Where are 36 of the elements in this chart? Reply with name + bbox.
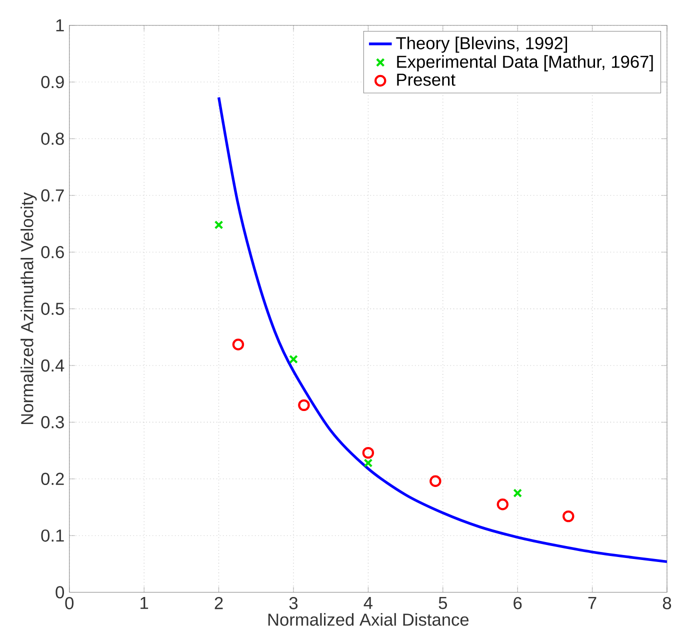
point	[364, 458, 373, 468]
y-tick-label: 0.4	[41, 359, 64, 372]
y-axis-title: Normalized Azimuthal Velocity	[20, 192, 37, 424]
point	[430, 475, 442, 488]
point	[289, 354, 298, 364]
point	[496, 498, 509, 510]
legend-label: Present	[397, 74, 456, 86]
y-tick-label: 1	[56, 19, 64, 32]
legend-label: Experimental Data [Mathur, 1967]	[397, 55, 653, 72]
y-tick-label: 0.9	[41, 76, 64, 88]
y-tick-label: 0.8	[41, 132, 64, 145]
x-tick-label: 4	[364, 597, 373, 609]
point	[298, 399, 310, 412]
y-tick-label: 0.2	[41, 472, 64, 486]
point	[232, 338, 244, 350]
x-tick-label: 5	[438, 597, 447, 610]
x-tick-label: 7	[588, 597, 596, 609]
point	[513, 488, 522, 498]
point	[562, 510, 574, 522]
y-tick-label: 0.1	[41, 529, 64, 542]
line-series	[217, 96, 667, 564]
y-tick-label: 0	[56, 586, 64, 598]
y-tick-label: 0.6	[41, 246, 64, 258]
x-tick-label: 1	[140, 597, 148, 609]
x-tick-label: 8	[662, 597, 672, 610]
x-tick-label: 6	[514, 597, 522, 610]
x-tick-label: 3	[289, 597, 298, 610]
x-axis-title: Normalized Axial Distance	[268, 613, 469, 626]
point	[214, 220, 224, 230]
y-tick-label: 0.7	[41, 189, 64, 202]
legend-label: Theory [Blevins, 1992]	[396, 36, 568, 53]
x-tick-label: 0	[65, 597, 74, 610]
y-tick-label: 0.3	[41, 416, 64, 428]
point	[362, 446, 374, 459]
y-tick-label: 0.5	[41, 302, 64, 315]
x-tick-label: 2	[214, 597, 223, 610]
